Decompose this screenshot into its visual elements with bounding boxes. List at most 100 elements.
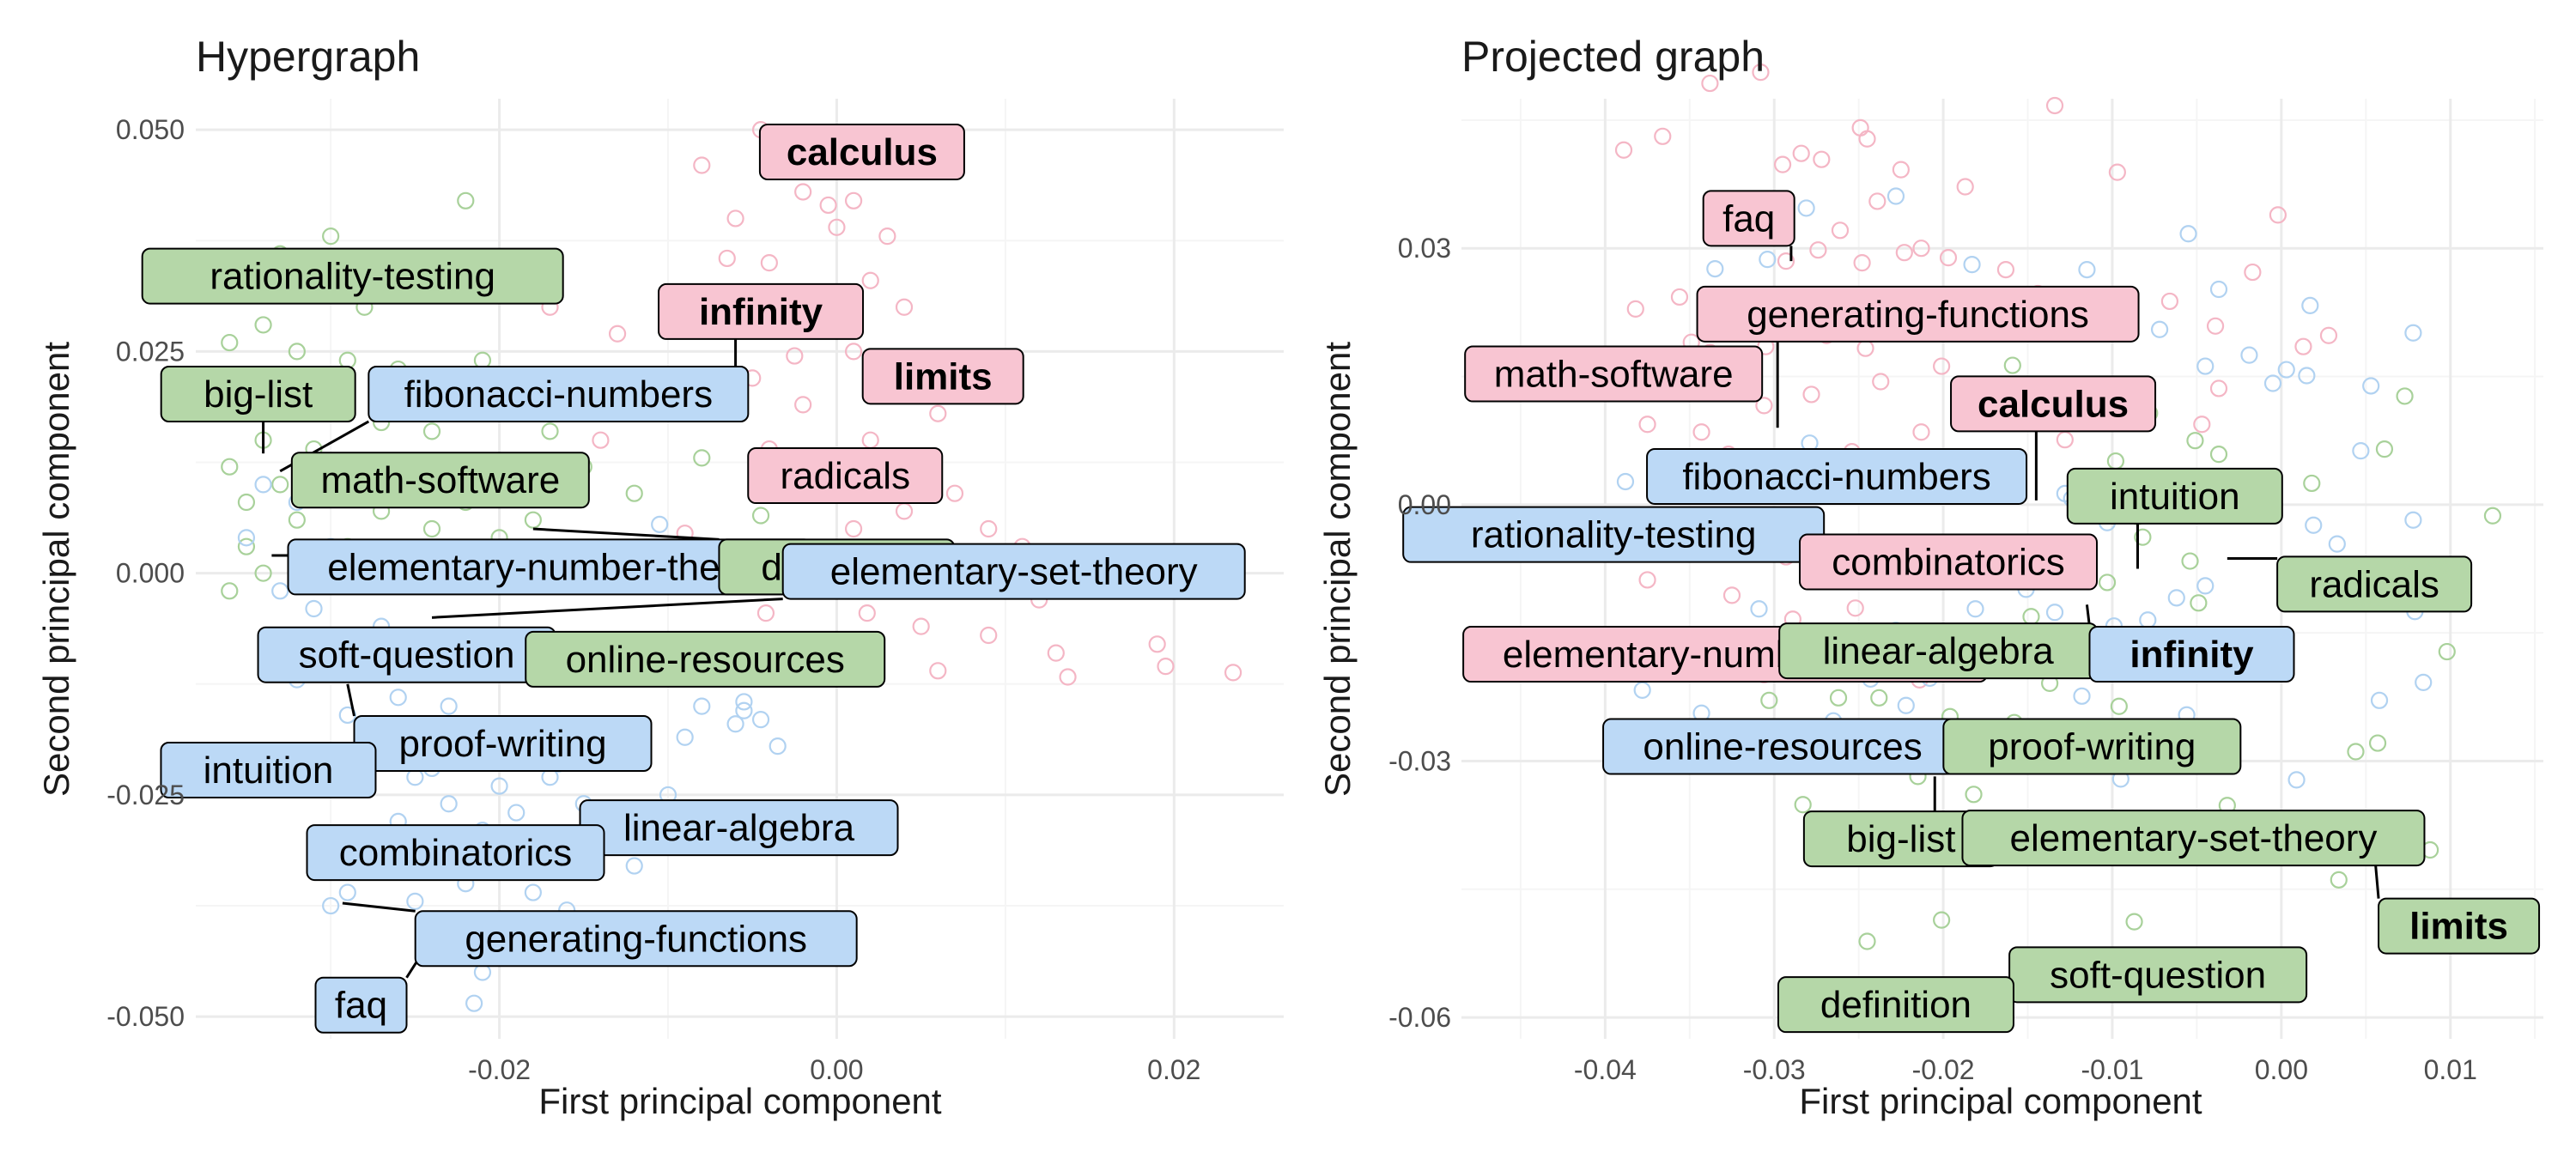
data-point-pink [1956, 178, 1974, 196]
data-point-pink [1654, 127, 1672, 145]
leader-line [346, 683, 355, 717]
data-point-green [254, 316, 272, 334]
data-point-blue [389, 689, 407, 707]
data-point-pink [1701, 74, 1719, 93]
label-text-limits: limits [894, 355, 993, 397]
data-point-pink [2269, 206, 2287, 224]
data-point-blue [2370, 691, 2389, 709]
label-text-generating-functions: generating-functions [1747, 294, 2089, 336]
data-point-green [524, 511, 542, 529]
data-point-blue [2404, 511, 2422, 529]
data-point-pink [1692, 423, 1710, 441]
data-point-blue [2328, 535, 2346, 553]
label-text-infinity: infinity [699, 291, 823, 333]
x-tick-label: -0.04 [1574, 1054, 1637, 1085]
data-point-pink [912, 617, 930, 635]
label-box-limits [861, 348, 1024, 405]
data-point-blue [2352, 442, 2370, 460]
data-point-green [1858, 932, 1876, 950]
label-text-intuition: intuition [204, 749, 334, 792]
data-point-blue [507, 804, 526, 822]
data-point-pink [718, 249, 736, 268]
y-axis-title: Second principal component [36, 342, 76, 797]
data-point-green [237, 537, 256, 555]
data-point-pink [844, 519, 863, 538]
data-point-blue [406, 892, 424, 910]
data-point-pink [1831, 221, 1850, 240]
data-point-blue [2196, 357, 2215, 375]
label-text-linear-algebra: linear-algebra [623, 807, 855, 849]
data-point-pink [2193, 416, 2211, 434]
data-point-pink [1809, 241, 1827, 259]
data-point-blue [1750, 600, 1768, 618]
data-point-green [288, 511, 306, 529]
data-point-green [1933, 911, 1951, 929]
label-text-math-software: math-software [1494, 354, 1734, 396]
data-point-pink [786, 347, 804, 365]
data-point-pink [861, 271, 879, 289]
data-point-blue [735, 693, 753, 711]
label-box-infinity [658, 282, 865, 340]
data-point-pink [1892, 161, 1910, 179]
data-point-green [2396, 387, 2414, 405]
label-text-infinity: infinity [2129, 634, 2254, 676]
data-point-pink [1752, 64, 1770, 82]
data-point-pink [929, 404, 947, 422]
data-point-blue [625, 857, 643, 875]
data-point-green [271, 476, 289, 494]
data-point-blue [2045, 604, 2064, 622]
data-point-pink [858, 604, 876, 622]
label-box-intuition [2066, 467, 2283, 525]
data-point-green [221, 458, 239, 476]
x-tick-label: -0.03 [1743, 1054, 1806, 1085]
label-box-combinatorics [1799, 533, 2098, 591]
data-point-blue [1963, 256, 1981, 274]
data-point-blue [1966, 600, 1984, 618]
data-point-pink [844, 343, 863, 361]
data-point-green [2330, 871, 2348, 889]
data-point-pink [2294, 337, 2312, 355]
label-text-linear-algebra: linear-algebra [1823, 630, 2055, 672]
label-box-generating-functions [1696, 285, 2140, 343]
label-text-generating-functions: generating-functions [465, 918, 807, 960]
leader-line [431, 598, 783, 619]
data-point-pink [1157, 658, 1175, 676]
data-point-pink [980, 626, 998, 645]
point-labels: calculus infinity limits radicals rationalit… [141, 123, 1246, 1034]
label-box-proof-writing [1942, 718, 2242, 775]
y-tick-label: 0.025 [116, 336, 185, 367]
data-point-blue [322, 896, 340, 915]
label-text-calculus: calculus [1978, 383, 2129, 425]
data-point-green [541, 422, 559, 440]
data-point-blue [440, 795, 458, 813]
data-point-blue [338, 883, 356, 901]
data-point-pink [1614, 141, 1633, 159]
data-point-green [751, 507, 770, 525]
tick-labels: -0.02 0.00 0.02 -0.050 -0.025 0.000 0.025 0.050 [106, 114, 1200, 1085]
data-point-blue [305, 599, 323, 618]
data-point-pink [2319, 326, 2338, 344]
label-text-soft-question: soft-question [299, 634, 515, 677]
data-point-blue [2167, 589, 2185, 607]
tick-labels: -0.04 -0.03 -0.02 -0.01 0.00 0.01 -0.06 -0.03 0.… [1388, 233, 2477, 1085]
data-point-pink [1224, 664, 1242, 682]
label-box-generating-functions [414, 910, 858, 968]
label-box-math-software [1464, 345, 1764, 403]
data-point-green [2190, 594, 2208, 612]
data-point-green [322, 228, 340, 246]
label-text-rationality-testing: rationality-testing [210, 256, 495, 298]
label-box-faq [314, 976, 408, 1034]
x-axis-title: First principal component [538, 1081, 942, 1121]
data-point-green [457, 191, 475, 209]
panel-projected-graph: faq generating-functions math-software calc… [1317, 33, 2543, 1121]
label-box-radicals [747, 447, 944, 505]
data-point-pink [608, 325, 627, 343]
data-point-pink [1755, 397, 1773, 415]
label-box-elementary-set-theory [1961, 810, 2426, 867]
data-point-pink [794, 183, 812, 201]
data-point-green [625, 484, 643, 502]
data-point-blue [1759, 251, 1777, 269]
data-point-green [221, 333, 239, 352]
data-point-pink [1895, 244, 1913, 262]
